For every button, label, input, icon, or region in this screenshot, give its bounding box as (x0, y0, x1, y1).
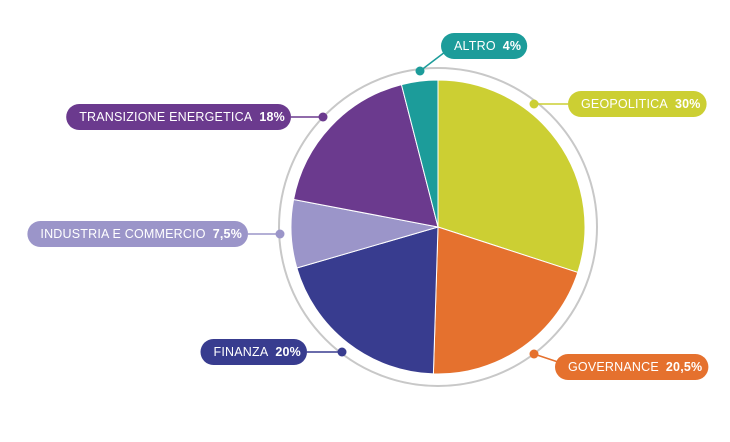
pie-slice-geopolitica (437, 79, 586, 274)
slice-label: ALTRO (454, 39, 496, 53)
callout-text-finanza: FINANZA 20% (214, 345, 302, 359)
callout-text-governance: GOVERNANCE 20,5% (568, 360, 702, 374)
pie-slice-finanza (296, 226, 439, 375)
callout-text-altro: ALTRO 4% (454, 39, 521, 53)
callout-text-industria-e-commercio: INDUSTRIA E COMMERCIO 7,5% (40, 227, 242, 241)
callout-pill (568, 91, 707, 117)
callout-dot (337, 347, 347, 357)
slice-value: 20,5% (666, 360, 702, 374)
callout-text-transizione-energetica: TRANSIZIONE ENERGETICA 18% (79, 110, 285, 124)
callout-dot (318, 112, 328, 122)
callout-governance: GOVERNANCE 20,5% (529, 349, 709, 380)
callout-dot (275, 229, 285, 239)
callout-pill (27, 221, 249, 247)
callout-pill (441, 33, 528, 59)
callout-finanza: FINANZA 20% (200, 339, 347, 365)
callout-altro: ALTRO 4% (415, 33, 528, 76)
slice-value: 7,5% (213, 227, 242, 241)
callout-dot (415, 66, 425, 76)
slice-label: TRANSIZIONE ENERGETICA (79, 110, 253, 124)
pie-slice-transizione-energetica (293, 84, 439, 228)
slice-value: 18% (259, 110, 285, 124)
callout-pill (66, 104, 291, 130)
callout-connector (419, 51, 446, 72)
pie-slice-governance (432, 226, 579, 375)
callout-transizione-energetica: TRANSIZIONE ENERGETICA 18% (66, 104, 328, 130)
callout-pill (555, 354, 709, 380)
slice-value: 30% (675, 97, 701, 111)
callout-pill (200, 339, 307, 365)
callout-industria-e-commercio: INDUSTRIA E COMMERCIO 7,5% (27, 221, 285, 247)
callout-geopolitica: GEOPOLITICA 30% (529, 91, 707, 117)
outer-ring (278, 67, 598, 387)
slice-value: 20% (275, 345, 301, 359)
callout-dot (529, 99, 539, 109)
callout-dot (529, 349, 539, 359)
slice-label: FINANZA (214, 345, 269, 359)
slice-label: GOVERNANCE (568, 360, 659, 374)
callout-labels: GEOPOLITICA 30% GOVERNANCE 20,5% FINANZA 20% I… (27, 33, 709, 380)
pie-slices (290, 79, 586, 375)
slice-value: 4% (503, 39, 521, 53)
pie-slice-altro (400, 79, 439, 228)
slice-label: INDUSTRIA E COMMERCIO (40, 227, 205, 241)
slice-label: GEOPOLITICA (581, 97, 668, 111)
callout-text-geopolitica: GEOPOLITICA 30% (581, 97, 701, 111)
